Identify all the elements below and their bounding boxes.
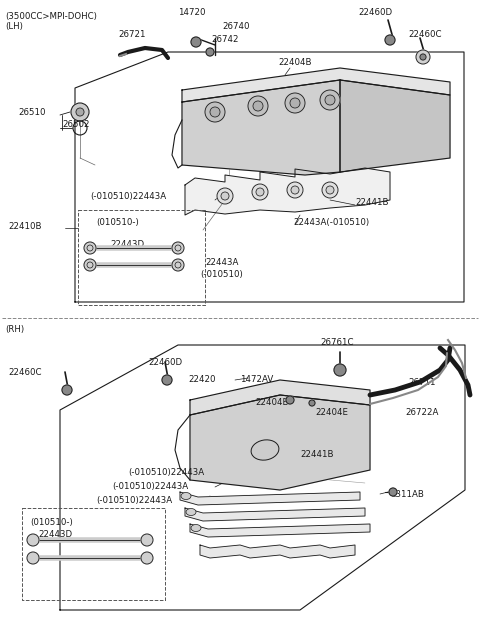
Polygon shape (185, 168, 390, 215)
Polygon shape (190, 524, 370, 537)
Text: 22420: 22420 (188, 375, 216, 384)
Circle shape (76, 108, 84, 116)
Polygon shape (185, 508, 365, 521)
Circle shape (141, 534, 153, 546)
Text: 26711: 26711 (408, 378, 435, 387)
Text: (010510-): (010510-) (30, 518, 73, 527)
Text: 22460C: 22460C (408, 30, 442, 39)
Polygon shape (190, 395, 370, 490)
Circle shape (141, 552, 153, 564)
Circle shape (71, 103, 89, 121)
Circle shape (248, 96, 268, 116)
Circle shape (210, 107, 220, 117)
Circle shape (416, 50, 430, 64)
Circle shape (62, 385, 72, 395)
Text: (-010510)22443A: (-010510)22443A (90, 192, 166, 201)
Circle shape (322, 182, 338, 198)
Text: 26721: 26721 (118, 30, 145, 39)
Circle shape (291, 186, 299, 194)
Circle shape (221, 192, 229, 200)
Text: (LH): (LH) (5, 22, 23, 31)
Text: 22404B: 22404B (278, 58, 312, 67)
Circle shape (84, 242, 96, 254)
Text: 22441B: 22441B (355, 198, 388, 207)
Ellipse shape (181, 492, 191, 499)
Polygon shape (182, 80, 340, 175)
Text: (-010510)22443A: (-010510)22443A (112, 482, 188, 491)
Text: 22404B: 22404B (255, 398, 288, 407)
Circle shape (205, 102, 225, 122)
Polygon shape (182, 68, 450, 102)
Text: 22441B: 22441B (300, 450, 334, 459)
Circle shape (206, 48, 214, 56)
Circle shape (253, 101, 263, 111)
Circle shape (217, 188, 233, 204)
Circle shape (172, 259, 184, 271)
Circle shape (325, 95, 335, 105)
Text: (-010510)22443A: (-010510)22443A (128, 468, 204, 477)
Circle shape (27, 534, 39, 546)
Circle shape (252, 184, 268, 200)
Ellipse shape (191, 524, 201, 531)
Text: 22460D: 22460D (358, 8, 392, 17)
Text: 14720: 14720 (178, 8, 205, 17)
Circle shape (389, 488, 397, 496)
Text: 22404E: 22404E (315, 408, 348, 417)
Text: 22443A: 22443A (205, 258, 239, 267)
Text: 1472AV: 1472AV (240, 375, 273, 384)
Polygon shape (180, 492, 360, 505)
Text: 26742: 26742 (211, 35, 239, 44)
Text: (3500CC>MPI-DOHC): (3500CC>MPI-DOHC) (5, 12, 97, 21)
Text: (-010510): (-010510) (201, 270, 243, 279)
Text: 22460D: 22460D (148, 358, 182, 367)
Circle shape (191, 37, 201, 47)
Circle shape (334, 364, 346, 376)
Text: 26510: 26510 (18, 108, 46, 117)
Ellipse shape (186, 508, 196, 515)
Circle shape (309, 400, 315, 406)
Text: 1311AB: 1311AB (390, 490, 424, 499)
Circle shape (287, 182, 303, 198)
Text: 22443D: 22443D (110, 240, 144, 249)
Text: (010510-): (010510-) (96, 218, 139, 227)
Circle shape (27, 552, 39, 564)
Text: 22443A(-010510): 22443A(-010510) (293, 218, 369, 227)
Circle shape (84, 259, 96, 271)
Circle shape (290, 98, 300, 108)
Text: 26722A: 26722A (405, 408, 438, 417)
Text: 26502: 26502 (62, 120, 89, 129)
Circle shape (172, 242, 184, 254)
Circle shape (385, 35, 395, 45)
Polygon shape (190, 380, 370, 415)
Text: 26761C: 26761C (320, 338, 353, 347)
Text: 22410B: 22410B (8, 222, 41, 231)
Circle shape (286, 396, 294, 404)
Ellipse shape (251, 440, 279, 460)
Text: 22443D: 22443D (38, 530, 72, 539)
Text: (-010510)22443A: (-010510)22443A (96, 496, 172, 505)
Polygon shape (340, 80, 450, 172)
Circle shape (162, 375, 172, 385)
Text: 22460C: 22460C (8, 368, 41, 377)
Circle shape (256, 188, 264, 196)
Polygon shape (200, 545, 355, 558)
Circle shape (285, 93, 305, 113)
Circle shape (320, 90, 340, 110)
Circle shape (326, 186, 334, 194)
Text: 26740: 26740 (222, 22, 250, 31)
Circle shape (420, 54, 426, 60)
Text: (RH): (RH) (5, 325, 24, 334)
